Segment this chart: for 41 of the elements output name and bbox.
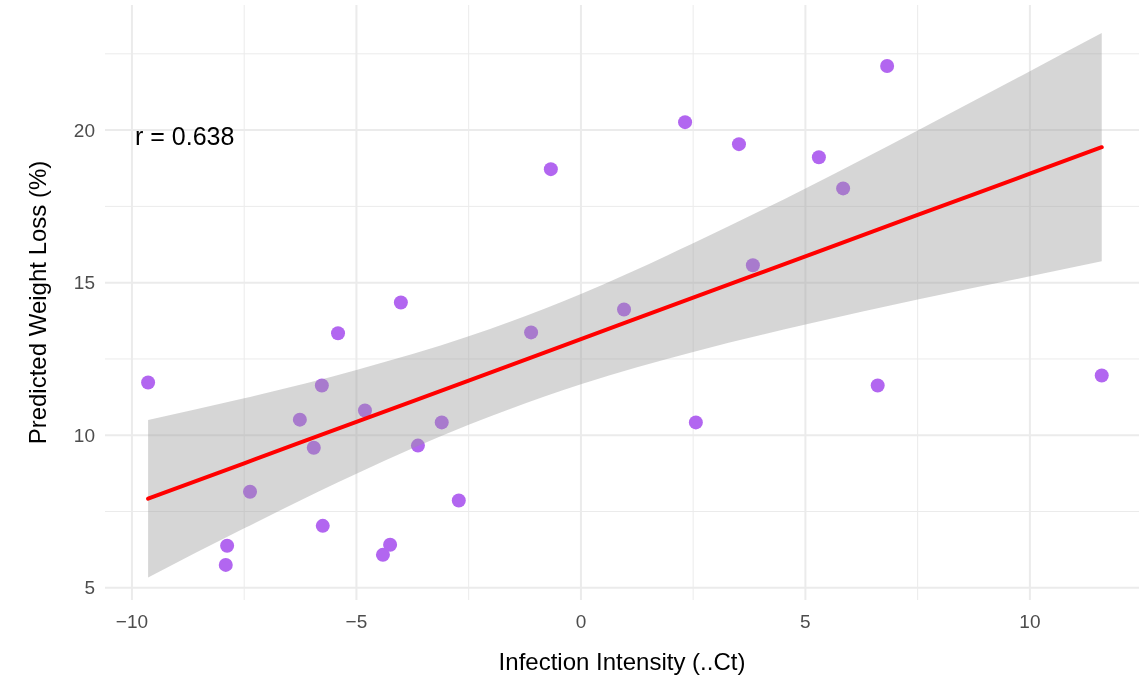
y-axis-title: Predicted Weight Loss (%)	[24, 160, 51, 445]
x-axis-title: Infection Intensity (..Ct)	[498, 648, 746, 675]
point	[836, 181, 851, 196]
point	[617, 302, 632, 317]
annotation: r = 0.638	[135, 122, 235, 150]
y-tick-label: 5	[84, 577, 95, 599]
point	[1094, 368, 1109, 383]
point	[218, 557, 233, 572]
point	[220, 538, 235, 553]
point	[331, 326, 346, 341]
y-tick-label: 15	[73, 272, 95, 294]
point	[543, 162, 558, 177]
x-tick-label: −5	[345, 611, 368, 632]
point	[314, 378, 329, 393]
y-tick-label: 20	[73, 119, 95, 141]
y-tick-label: 10	[73, 424, 95, 446]
point	[243, 484, 258, 499]
point	[688, 415, 703, 430]
point	[434, 415, 449, 430]
point	[451, 493, 466, 508]
point	[292, 412, 307, 427]
point	[393, 295, 408, 310]
point	[524, 325, 539, 340]
point	[678, 115, 693, 130]
point	[745, 258, 760, 273]
point	[880, 59, 895, 74]
point	[811, 150, 826, 165]
point	[375, 547, 390, 562]
point	[315, 518, 330, 533]
point	[383, 537, 398, 552]
point	[357, 403, 372, 418]
x-tick-label: −10	[115, 611, 149, 632]
point	[731, 137, 746, 152]
x-tick-label: 5	[800, 611, 811, 632]
point	[141, 375, 156, 390]
point	[410, 438, 425, 453]
x-tick-label: 10	[1019, 611, 1041, 632]
line-series	[146, 145, 1104, 501]
point	[870, 378, 885, 393]
x-tick-label: 0	[575, 611, 587, 632]
point	[306, 440, 321, 455]
